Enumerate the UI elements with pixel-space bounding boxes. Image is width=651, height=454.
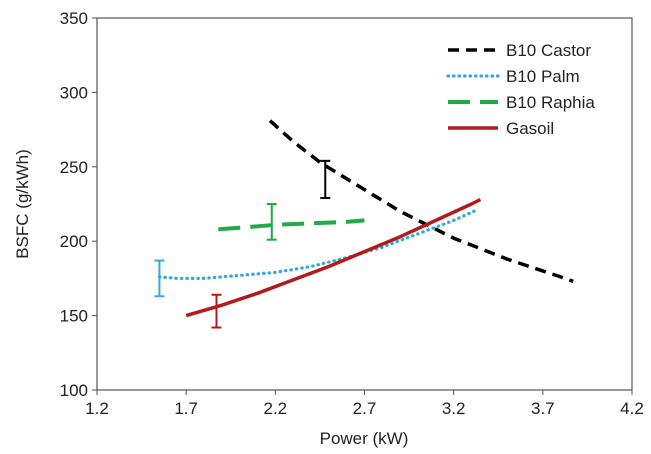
y-tick-label: 350 (60, 9, 88, 28)
x-tick-label: 1.7 (174, 399, 198, 418)
y-tick-label: 100 (60, 381, 88, 400)
y-tick-label: 150 (60, 307, 88, 326)
plot-area (96, 17, 633, 391)
y-tick-label: 200 (60, 232, 88, 251)
error-bar-b10-castor (320, 159, 331, 200)
legend-label: Gasoil (506, 119, 554, 138)
error-bar-gasoil (211, 293, 222, 329)
x-tick-label: 2.7 (353, 399, 377, 418)
series-layer (154, 119, 574, 329)
series-line-gasoil (185, 197, 482, 318)
x-tick-label: 3.2 (442, 399, 466, 418)
series-line-b10-raphia (218, 218, 365, 232)
legend-label: B10 Palm (506, 67, 580, 86)
legend-item-b10-raphia: B10 Raphia (448, 93, 595, 112)
legend-item-gasoil: Gasoil (448, 119, 554, 138)
error-bar-b10-palm (154, 259, 165, 298)
x-tick-label: 2.2 (264, 399, 288, 418)
legend-item-b10-palm: B10 Palm (446, 67, 580, 86)
x-tick-label: 3.7 (531, 399, 555, 418)
x-tick-label: 4.2 (620, 399, 644, 418)
y-tick-label: 250 (60, 158, 88, 177)
y-tick-label: 300 (60, 83, 88, 102)
x-tick-label: 1.2 (85, 399, 109, 418)
x-axis-title: Power (kW) (320, 429, 409, 448)
legend-label: B10 Raphia (506, 93, 595, 112)
error-bar-b10-raphia (266, 203, 277, 241)
y-axis-title: BSFC (g/kWh) (13, 149, 32, 259)
legend-item-b10-castor: B10 Castor (448, 41, 591, 60)
legend-label: B10 Castor (506, 41, 591, 60)
legend: B10 Castor B10 Palm B10 Raphia Gasoil (446, 41, 595, 138)
y-axis-ticks: 100 150 200 250 300 350 (60, 9, 97, 400)
x-axis-ticks: 1.2 1.7 2.2 2.7 3.2 3.7 4.2 (85, 390, 644, 418)
